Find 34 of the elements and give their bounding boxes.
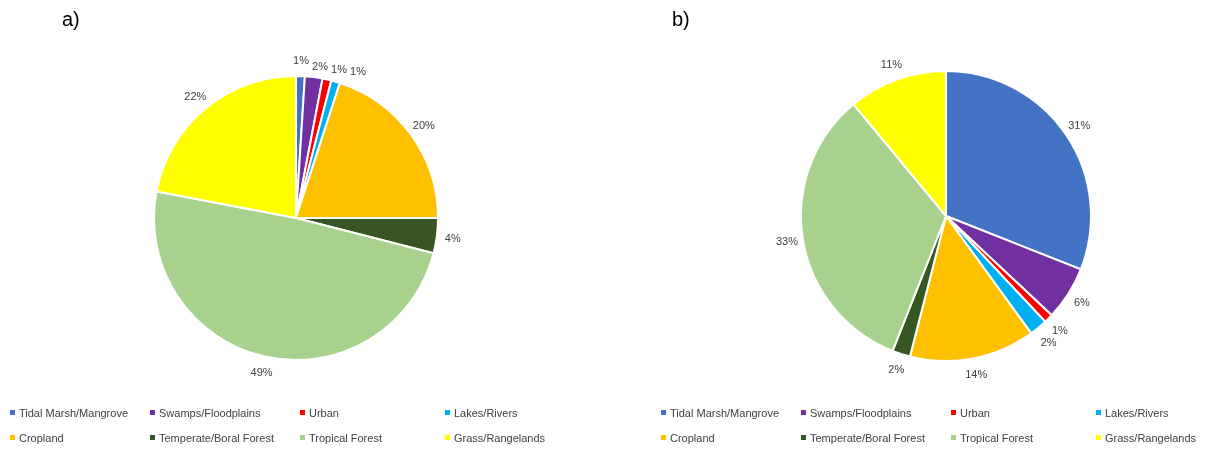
data-label: 2% bbox=[312, 60, 329, 73]
legend-label: Cropland bbox=[19, 431, 64, 444]
data-label: 1% bbox=[331, 62, 348, 75]
data-label: 14% bbox=[965, 368, 988, 380]
data-label: 33% bbox=[775, 235, 799, 248]
legend-label: Tropical Forest bbox=[960, 431, 1033, 444]
data-label: 4% bbox=[444, 231, 461, 244]
legend-label: Lakes/Rivers bbox=[1105, 406, 1170, 419]
legend-label: Grass/Rangelands bbox=[454, 431, 546, 444]
data-label: 2% bbox=[1040, 335, 1057, 348]
data-label: 1% bbox=[1051, 323, 1069, 336]
data-label: 1% bbox=[350, 65, 367, 78]
data-label: 11% bbox=[880, 58, 903, 71]
data-label: 22% bbox=[184, 90, 207, 103]
legend-label: Urban bbox=[960, 406, 990, 419]
data-label: 6% bbox=[1073, 296, 1091, 309]
legend-label: Urban bbox=[309, 406, 339, 419]
legend-label: Tropical Forest bbox=[309, 431, 382, 444]
legend-label: Tidal Marsh/Mangrove bbox=[670, 406, 780, 419]
legend-label: Swamps/Floodplains bbox=[810, 406, 912, 419]
legend-label: Cropland bbox=[670, 431, 715, 444]
legend-label: Temperate/Boral Forest bbox=[159, 431, 274, 444]
data-label: 31% bbox=[1068, 119, 1091, 132]
data-label: 20% bbox=[412, 118, 436, 131]
legend-label: Temperate/Boral Forest bbox=[810, 431, 925, 444]
chart-title: a) bbox=[62, 8, 80, 30]
legend-label: Swamps/Floodplains bbox=[159, 406, 261, 419]
data-label: 49% bbox=[250, 366, 273, 379]
legend-label: Tidal Marsh/Mangrove bbox=[19, 406, 129, 419]
data-label: 1% bbox=[293, 53, 310, 66]
legend-label: Lakes/Rivers bbox=[454, 406, 519, 419]
data-label: 2% bbox=[888, 362, 905, 375]
legend-label: Grass/Rangelands bbox=[1105, 431, 1197, 444]
chart-title: b) bbox=[672, 8, 690, 30]
